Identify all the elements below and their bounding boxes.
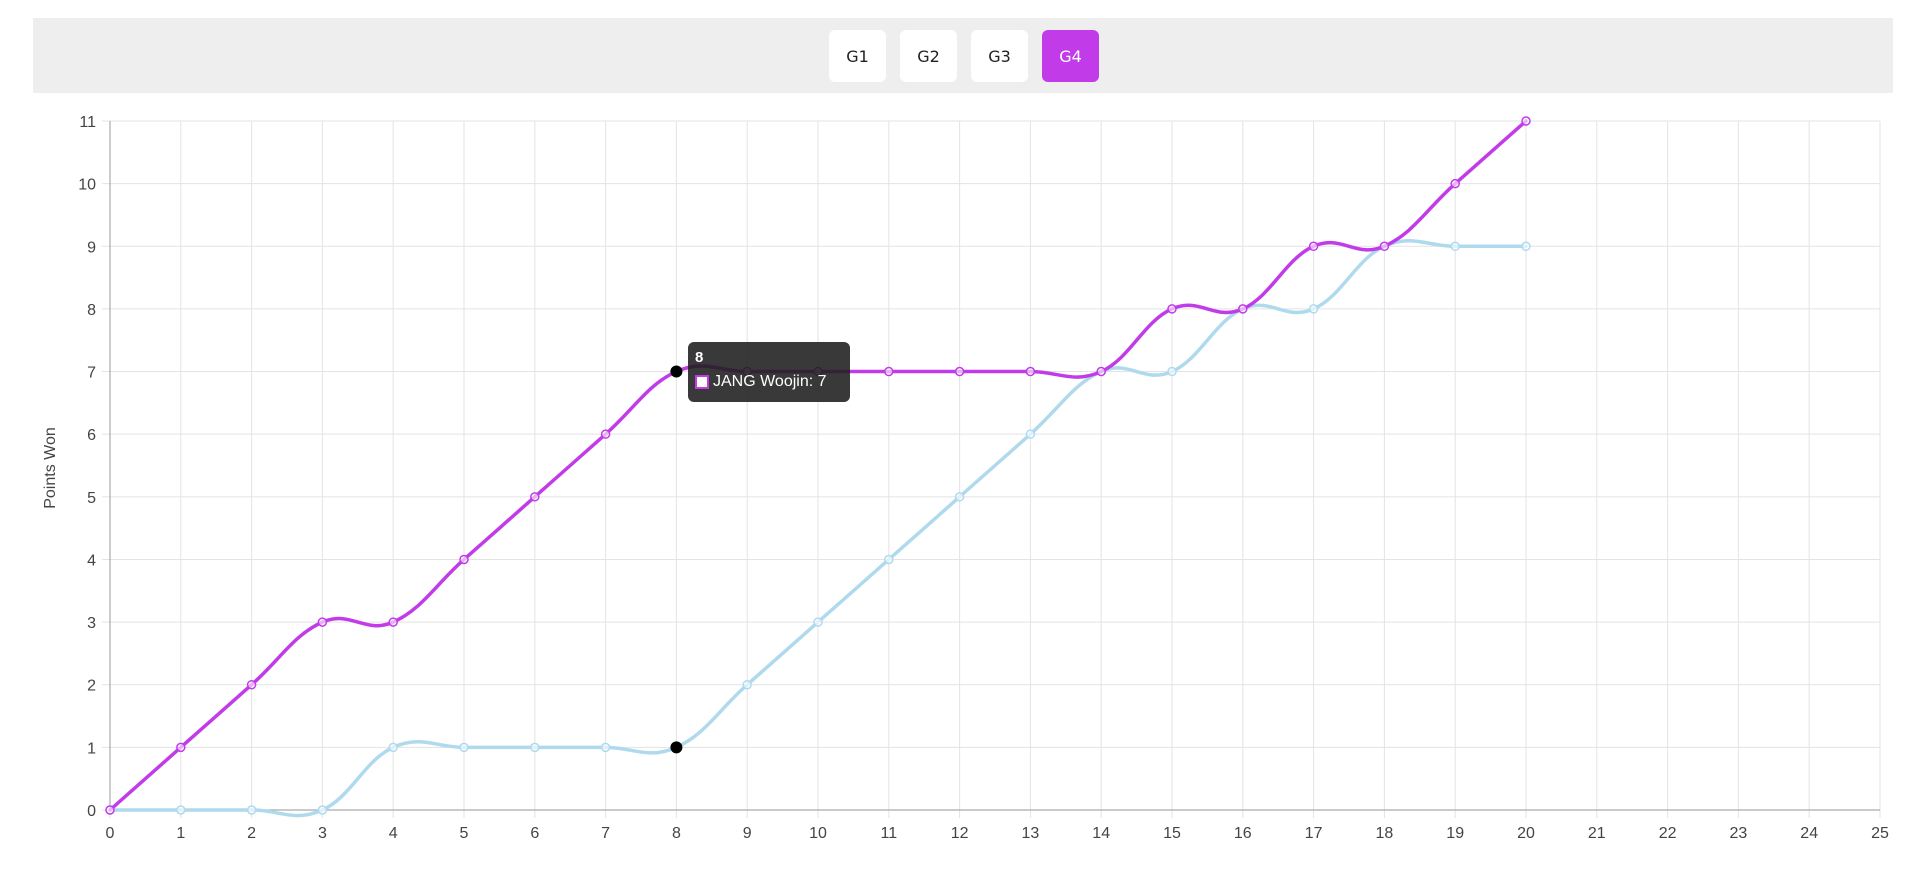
x-tick-label: 17 <box>1305 825 1323 842</box>
data-point <box>459 742 469 753</box>
tooltip-label: JANG Woojin: 7 <box>713 373 827 390</box>
x-tick-label: 12 <box>951 825 969 842</box>
x-tick-label: 15 <box>1163 825 1181 842</box>
x-tick-label: 19 <box>1446 825 1464 842</box>
x-tick-label: 2 <box>247 825 256 842</box>
x-tick-label: 8 <box>672 825 681 842</box>
x-tick-label: 0 <box>106 825 115 842</box>
x-tick-label: 24 <box>1800 825 1818 842</box>
data-point <box>1379 241 1390 252</box>
x-tick-label: 22 <box>1659 825 1677 842</box>
data-point <box>317 617 328 627</box>
axis-layer: 0 1 2 3 4 5 6 7 8 9 10 11 12 13 14 15 16 17 18 19 20 21 22 23 24… <box>78 114 1889 842</box>
data-point <box>884 554 894 565</box>
y-tick-label: 4 <box>87 552 96 569</box>
data-point <box>1025 366 1036 377</box>
tab-g1[interactable]: G1 <box>829 30 886 82</box>
data-point <box>813 617 823 627</box>
x-tick-label: 5 <box>460 825 469 842</box>
y-tick-label: 7 <box>87 365 96 382</box>
y-tick-label: 2 <box>87 678 96 695</box>
data-point <box>1167 304 1177 314</box>
data-point <box>246 679 257 690</box>
hover-data-point <box>670 741 683 754</box>
x-tick-label: 13 <box>1022 825 1040 842</box>
x-tick-label: 4 <box>389 825 398 842</box>
data-point <box>954 366 965 377</box>
data-point <box>105 805 115 815</box>
y-axis-label: Points Won <box>42 427 59 509</box>
data-point <box>459 554 469 565</box>
data-point <box>1521 241 1531 252</box>
data-point <box>388 617 398 627</box>
data-point <box>176 805 186 815</box>
y-tick-label: 6 <box>87 427 96 444</box>
data-point <box>1308 304 1319 314</box>
data-point <box>600 429 611 439</box>
data-point <box>1025 429 1036 439</box>
x-tick-label: 21 <box>1588 825 1606 842</box>
data-point <box>600 742 611 753</box>
y-tick-label: 0 <box>87 803 96 820</box>
x-tick-label: 10 <box>809 825 827 842</box>
game-tabs: G1 G2 G3 G4 <box>829 30 1099 82</box>
y-tick-label: 10 <box>78 177 96 194</box>
x-tick-label: 20 <box>1517 825 1535 842</box>
data-point <box>530 492 540 502</box>
data-point <box>1450 241 1460 252</box>
series-line-1 <box>108 238 1528 818</box>
x-tick-label: 23 <box>1730 825 1748 842</box>
x-tick-label: 7 <box>601 825 610 842</box>
data-point <box>1096 366 1106 377</box>
hover-data-point <box>670 365 683 378</box>
data-point <box>1167 366 1177 377</box>
x-tick-label: 18 <box>1376 825 1394 842</box>
x-tick-label: 9 <box>743 825 752 842</box>
tooltip-swatch <box>695 375 709 389</box>
data-point <box>317 805 328 815</box>
tab-g4[interactable]: G4 <box>1042 30 1099 82</box>
data-point <box>388 742 398 753</box>
tooltip-title: 8 <box>695 349 704 366</box>
x-tick-label: 11 <box>880 825 897 842</box>
tab-g2[interactable]: G2 <box>900 30 957 82</box>
y-tick-label: 3 <box>87 615 96 632</box>
y-tick-label: 11 <box>79 114 96 131</box>
data-point <box>246 805 257 815</box>
data-point <box>742 679 752 690</box>
x-tick-label: 25 <box>1871 825 1889 842</box>
game-selector-bar <box>33 18 1893 93</box>
x-tick-label: 1 <box>176 825 185 842</box>
data-point <box>1450 178 1460 189</box>
series-layer <box>105 116 1531 818</box>
tab-g3[interactable]: G3 <box>971 30 1028 82</box>
hover-tooltip: 8 JANG Woojin: 7 <box>688 342 850 402</box>
y-tick-label: 1 <box>87 740 96 757</box>
y-tick-label: 5 <box>87 490 96 507</box>
y-tick-label: 8 <box>87 302 96 319</box>
data-point <box>1308 241 1319 252</box>
x-tick-label: 3 <box>318 825 327 842</box>
x-tick-label: 6 <box>530 825 539 842</box>
data-point <box>1521 116 1531 126</box>
data-point <box>1238 304 1248 314</box>
y-tick-label: 9 <box>87 239 96 256</box>
data-point <box>954 492 965 502</box>
data-point <box>176 742 186 753</box>
tooltip-body: JANG Woojin: 7 <box>695 373 827 391</box>
x-tick-label: 16 <box>1234 825 1252 842</box>
x-tick-label: 14 <box>1092 825 1110 842</box>
data-point <box>530 742 540 753</box>
data-point <box>884 366 894 377</box>
